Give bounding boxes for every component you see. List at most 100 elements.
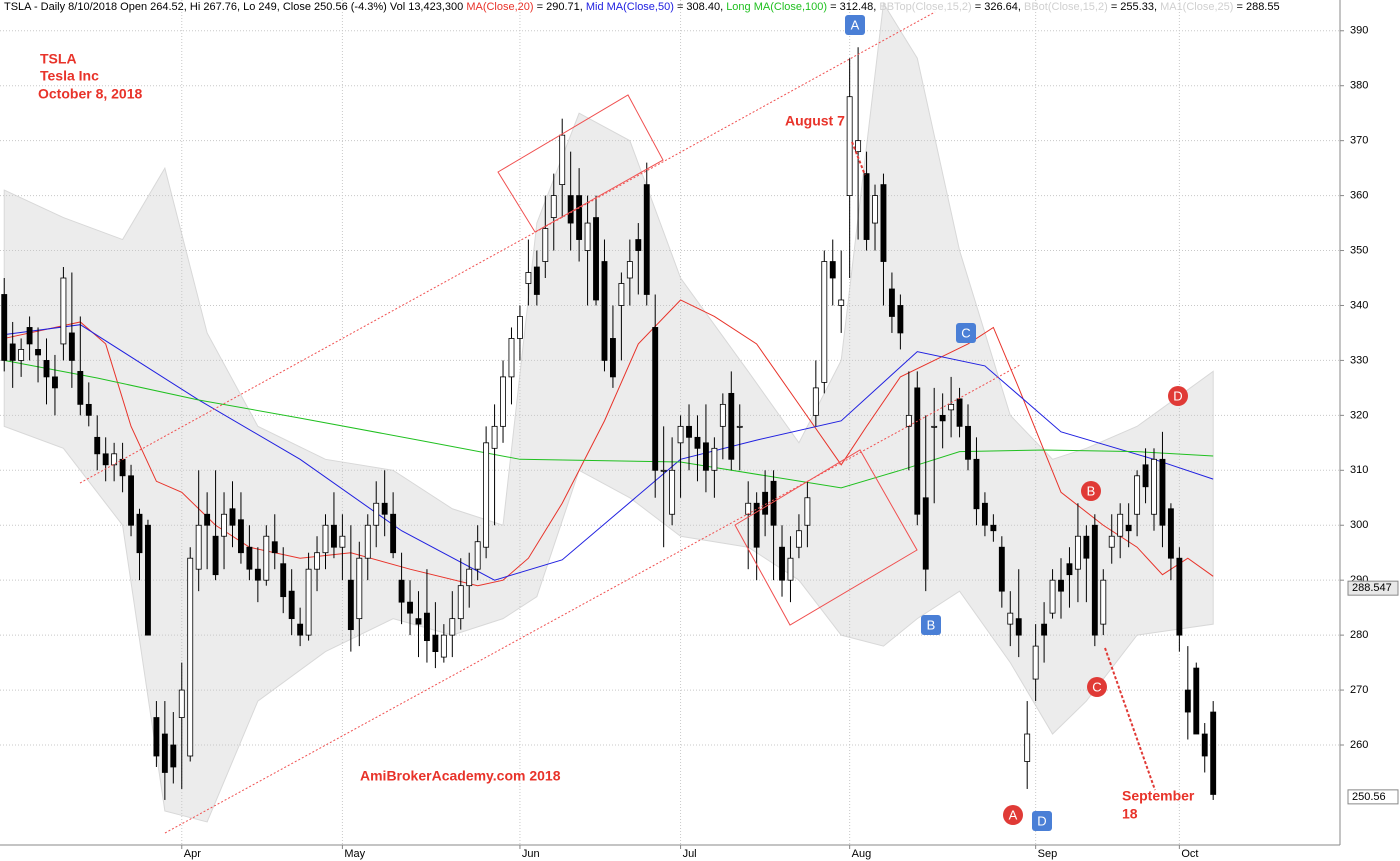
candle-body	[212, 535, 219, 576]
y-tick-label: 360	[1350, 189, 1368, 201]
arrow	[851, 141, 866, 176]
candle-body	[1015, 618, 1022, 636]
y-tick-label: 370	[1350, 135, 1368, 147]
candle-body	[136, 513, 143, 554]
candle-body	[1041, 623, 1048, 636]
candle-body	[990, 524, 997, 532]
candle-body	[508, 338, 515, 378]
rectangle	[497, 94, 664, 233]
candle-body	[474, 541, 481, 570]
x-tick-label: Jun	[522, 848, 540, 860]
price-tag-label: 288.547	[1352, 582, 1392, 594]
header-part: = 326.64,	[972, 1, 1024, 13]
candle-body	[1201, 733, 1208, 757]
candle-body	[331, 524, 337, 548]
arrow	[1104, 647, 1156, 791]
candle-body	[424, 612, 430, 642]
candle-body	[939, 414, 946, 422]
candle-body	[728, 392, 735, 460]
header-part: BBTop(Close,15,2)	[879, 1, 971, 13]
y-tick-label: 380	[1350, 80, 1368, 92]
candle-body	[1184, 689, 1191, 713]
header-part: = 255.33,	[1108, 1, 1160, 13]
candle-body	[407, 601, 413, 614]
y-tick-label: 350	[1350, 244, 1368, 256]
candle-body	[77, 371, 84, 405]
marker-label: A	[1009, 807, 1018, 822]
x-tick-label: Jul	[683, 848, 697, 860]
candle-body	[525, 272, 532, 284]
annotation: October 8, 2018	[38, 86, 142, 102]
candle-body	[1125, 524, 1132, 532]
candle-body	[85, 403, 92, 416]
candle-body	[500, 376, 506, 427]
candle-body	[1066, 563, 1073, 576]
candle-body	[1074, 535, 1081, 570]
candle-body	[762, 491, 769, 515]
candle-body	[491, 425, 498, 449]
y-tick-label: 270	[1350, 684, 1368, 696]
x-tick-label: May	[344, 848, 365, 860]
candle-body	[1007, 612, 1014, 625]
candle-body	[305, 568, 312, 636]
candle-body	[1083, 535, 1090, 559]
header: TSLA - Daily 8/10/2018 Open 264.52, Hi 2…	[4, 1, 1280, 13]
candle-body	[609, 338, 616, 378]
candle-body	[238, 519, 244, 554]
candle-body	[254, 568, 261, 581]
candle-body	[457, 585, 464, 620]
candle-body	[271, 541, 278, 554]
candle-body	[111, 453, 118, 466]
candle-body	[542, 228, 549, 262]
candle-body	[466, 568, 473, 587]
candle-body	[956, 398, 963, 427]
candle-body	[1134, 475, 1141, 515]
candle-body	[1032, 645, 1039, 680]
candle-body	[736, 425, 743, 428]
marker-label: B	[927, 617, 936, 632]
candle-body	[897, 305, 904, 334]
marker-label: C	[1092, 679, 1101, 694]
candle-body	[931, 425, 938, 428]
overlay: 288.547 250.56 A C D B B C A D	[845, 15, 1399, 831]
candle-body	[288, 590, 295, 620]
candle-body	[1049, 579, 1056, 614]
candle-body	[94, 436, 101, 455]
candle-body	[145, 524, 151, 636]
candle-body	[517, 316, 523, 339]
price-tag-label: 250.56	[1352, 791, 1386, 803]
candle-body	[745, 502, 752, 515]
y-tick-label: 340	[1350, 299, 1368, 311]
x-tick-label: Apr	[184, 848, 201, 860]
marker-label: D	[1173, 388, 1182, 403]
candle-body	[364, 524, 371, 559]
candle-body	[981, 502, 988, 526]
header-part: MA1(Close,25)	[1160, 1, 1233, 13]
candle-body	[872, 195, 878, 224]
candle-body	[1117, 513, 1124, 537]
header-part: Long MA(Close,100)	[726, 1, 827, 13]
candle-body	[1176, 557, 1183, 636]
y-tick-label: 320	[1350, 409, 1368, 421]
candle-body	[195, 524, 202, 570]
candle-body	[576, 195, 583, 240]
candle-body	[1151, 458, 1157, 515]
candle-body	[888, 288, 895, 317]
candle-body	[221, 513, 227, 537]
grid-layer: 2602702802903003103203303403503603703803…	[0, 0, 1368, 860]
candle-body	[914, 387, 921, 515]
candle-body	[702, 442, 709, 471]
candle-body	[948, 403, 955, 411]
candle-body	[922, 497, 929, 570]
marker	[845, 15, 865, 35]
candle-body	[60, 277, 67, 345]
candle-body	[838, 299, 845, 306]
x-tick-label: Sep	[1038, 848, 1058, 860]
candle-body	[170, 744, 177, 768]
candle-body	[204, 513, 211, 526]
candle-body	[711, 447, 718, 471]
trend-line	[164, 364, 1021, 834]
header-part: = 312.48,	[827, 1, 879, 13]
candle-body	[161, 733, 168, 773]
candle-body	[1142, 464, 1149, 488]
